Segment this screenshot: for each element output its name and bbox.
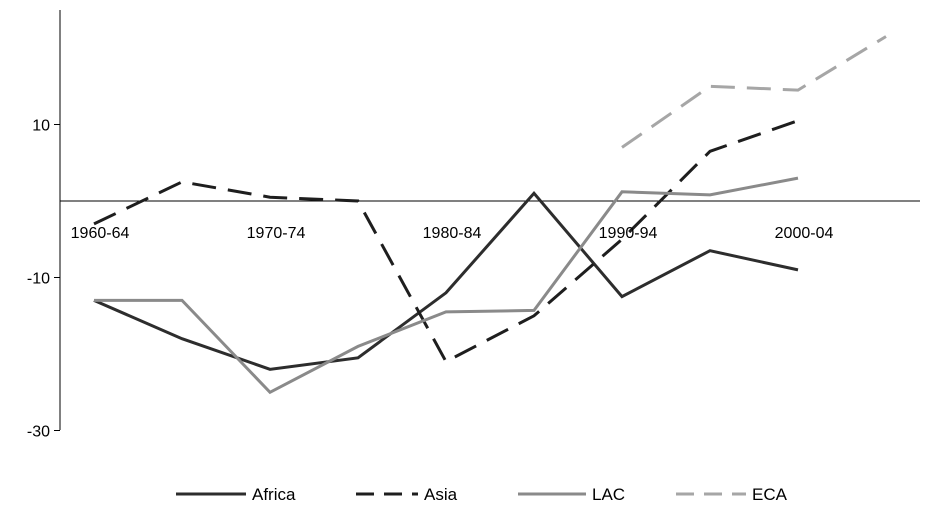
y-tick-labels: 10 -10 -30 (27, 118, 50, 441)
legend-label-asia: Asia (424, 485, 458, 504)
series-line-eca (621, 35, 887, 149)
series-line-africa (93, 191, 799, 371)
x-tick-label: 1960-64 (71, 225, 130, 242)
x-tick-label: 1990-94 (599, 225, 658, 242)
series-layer (93, 35, 887, 395)
legend-label-eca: ECA (752, 485, 788, 504)
legend: Africa Asia LAC ECA (176, 485, 788, 504)
series-line-asia (93, 119, 799, 364)
x-tick-label: 2000-04 (775, 225, 834, 242)
x-tick-label: 1970-74 (247, 225, 306, 242)
x-tick-label: 1980-84 (423, 225, 482, 242)
y-tick-label: -30 (27, 424, 50, 441)
y-tick-label: -10 (27, 271, 50, 288)
x-tick-labels: 1960-64 1970-74 1980-84 1990-94 2000-04 (71, 225, 834, 242)
legend-label-lac: LAC (592, 485, 625, 504)
y-tick-label: 10 (32, 118, 50, 135)
series-line-lac (94, 176, 799, 395)
legend-label-africa: Africa (252, 485, 296, 504)
chart-axes (54, 10, 920, 431)
